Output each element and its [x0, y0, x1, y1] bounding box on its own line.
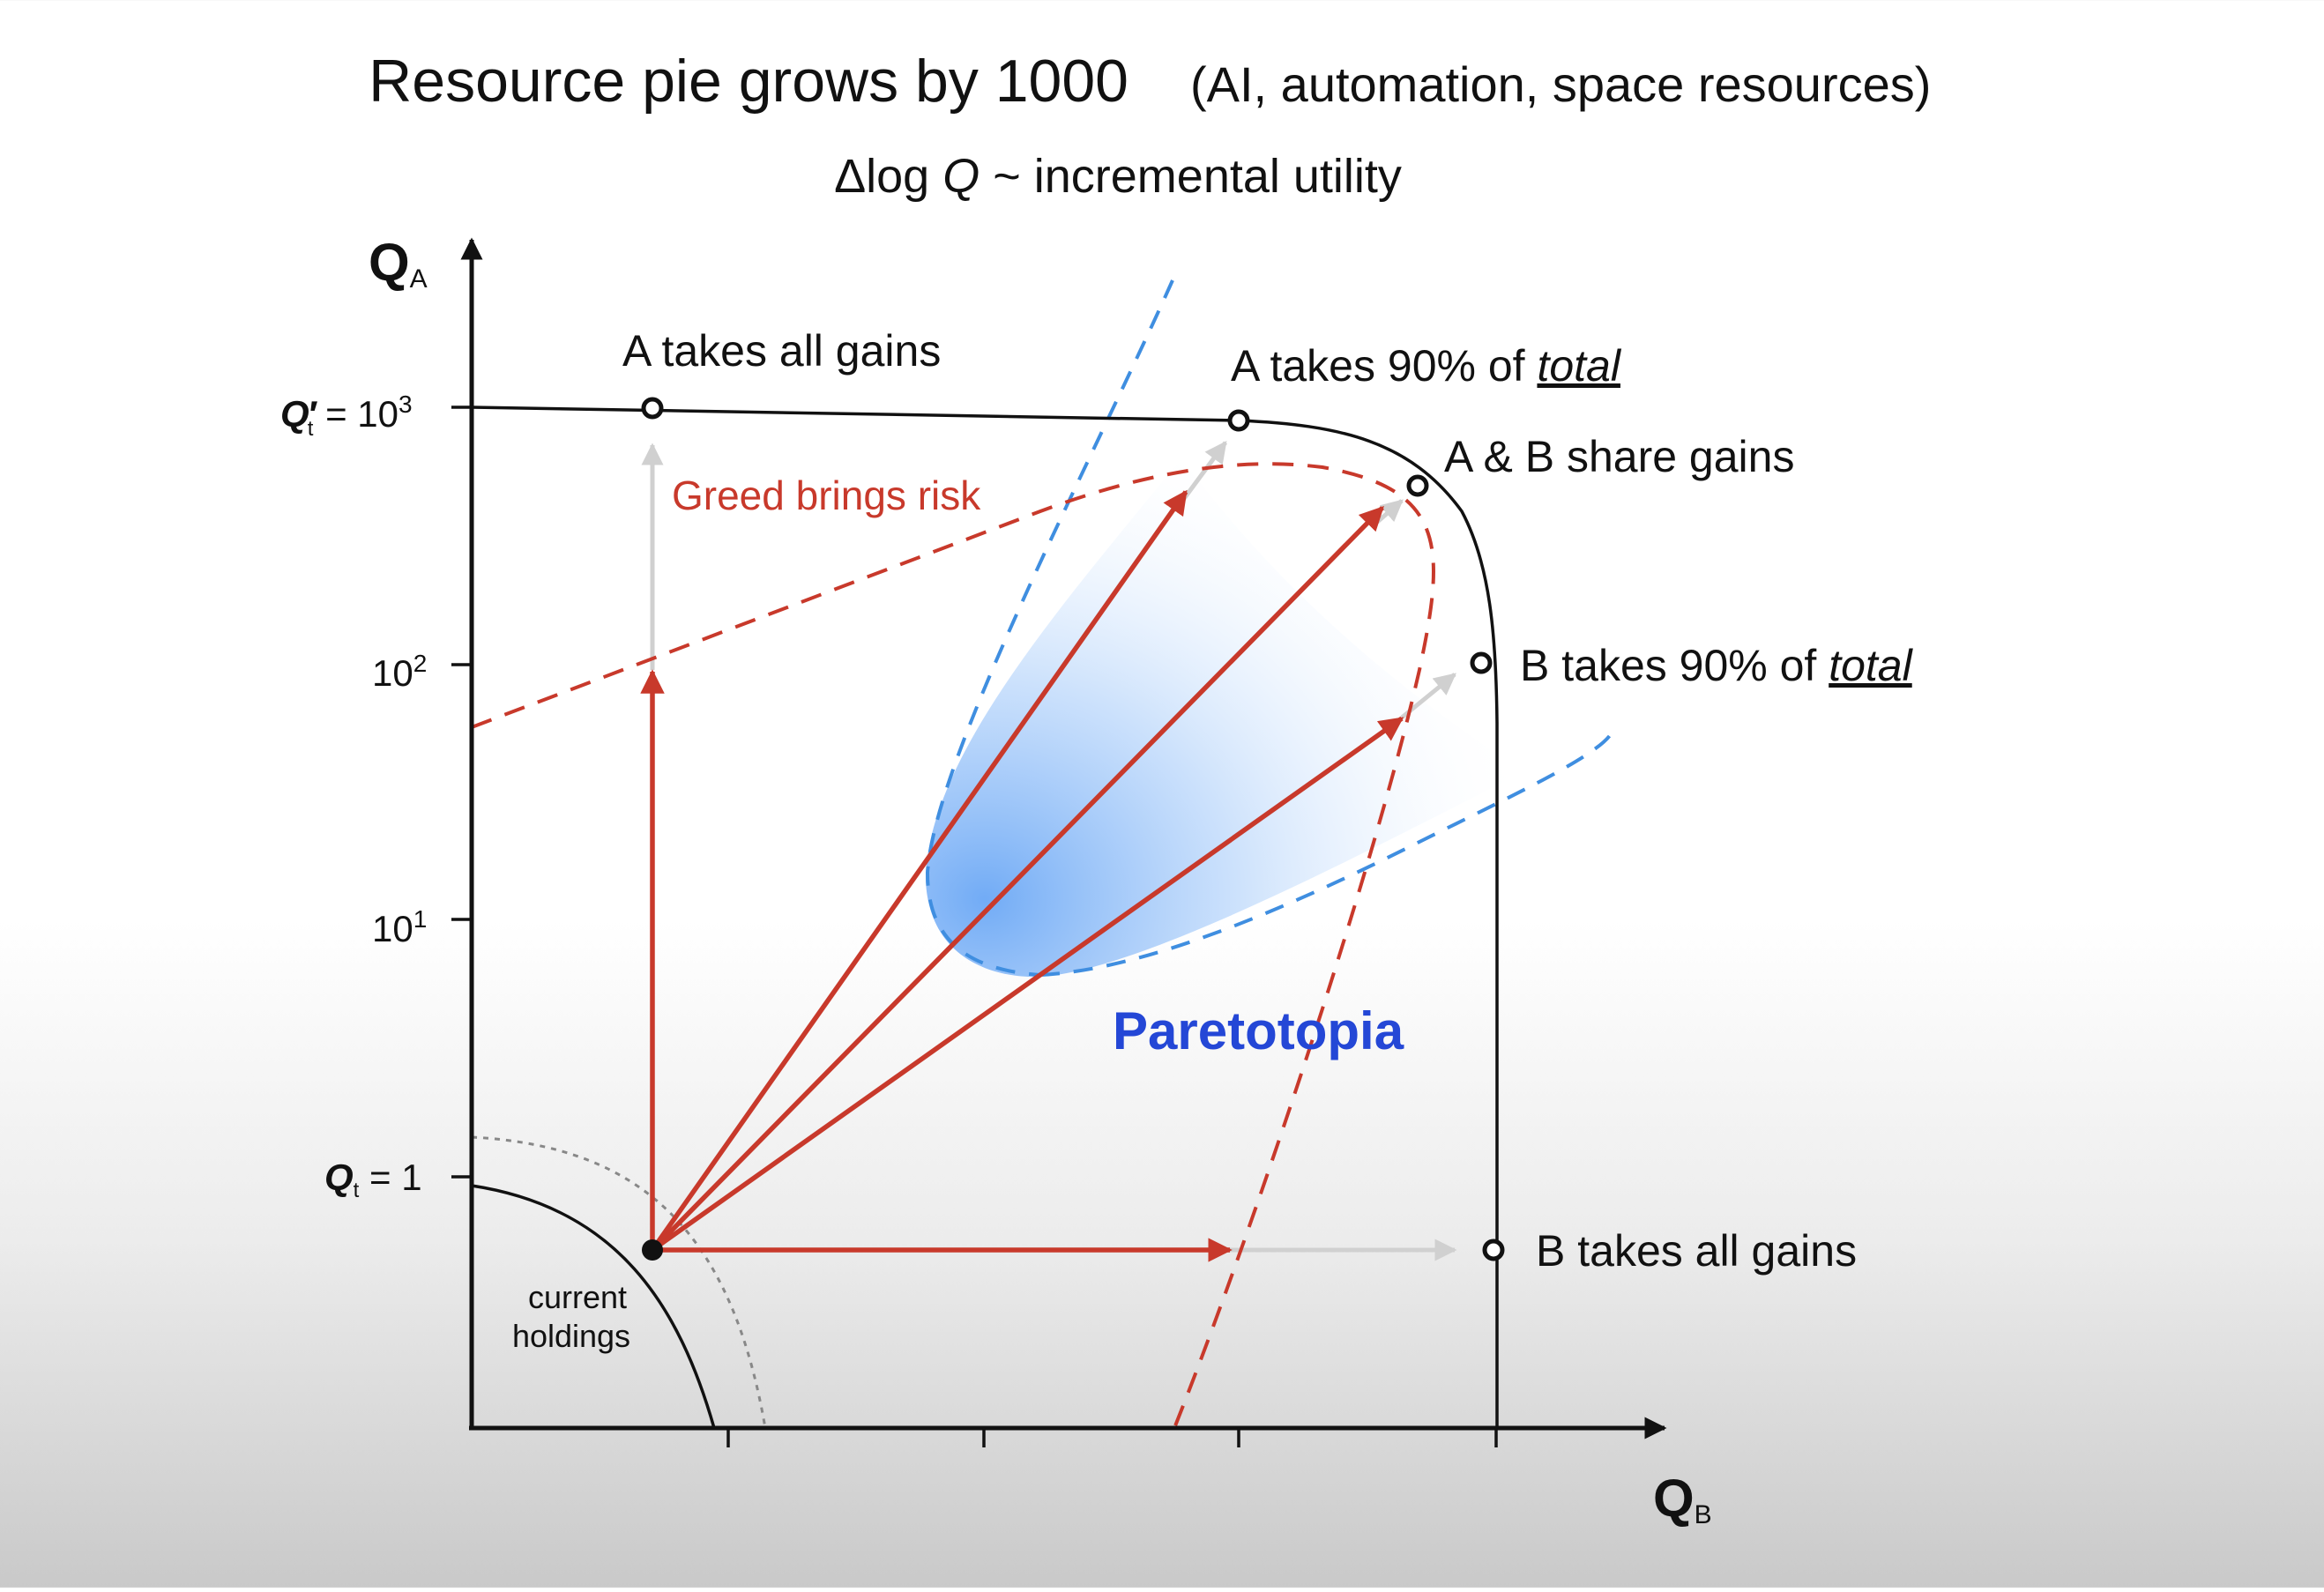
y-tick-label-1: Qt = 1 [324, 1157, 422, 1202]
red-arrow-b-90 [651, 716, 1404, 1253]
greed-dashed-curve [471, 462, 1435, 1433]
point-a-takes-90 [1227, 409, 1250, 432]
y-axis-label: QA [369, 233, 428, 294]
title-parenthetical: (AI, automation, space resources) [1190, 56, 1931, 112]
current-frontier-curve [471, 1184, 716, 1429]
point-share [1406, 474, 1429, 497]
label-share: A & B share gains [1444, 432, 1794, 481]
y-tick-label-10: 101 [372, 905, 427, 949]
outer-frontier-curve [471, 405, 1499, 1428]
blue-dashed-upper-line [925, 279, 1174, 977]
subtitle: Δlog Q ~ incremental utility [834, 150, 1402, 203]
y-tick-label-1000: Q′t = 103 [280, 391, 413, 441]
current-frontier-dotted-curve [471, 1135, 767, 1429]
paretotopia-region [926, 458, 1516, 978]
label-a-takes-90: A takes 90% of total [1231, 341, 1622, 391]
label-current-holdings: current holdings [512, 1279, 636, 1354]
gray-arrow-a-90 [1181, 440, 1228, 502]
blue-dashed-lower-line [1039, 726, 1615, 977]
red-arrow-share [651, 506, 1384, 1252]
point-b-takes-all [1482, 1239, 1505, 1261]
x-axis-label: QB [1653, 1469, 1712, 1529]
point-b-takes-90 [1470, 651, 1493, 674]
page-title: Resource pie grows by 1000 [369, 48, 1128, 115]
point-current-holdings [642, 1239, 663, 1261]
y-tick-label-100: 102 [372, 650, 427, 694]
label-b-takes-all: B takes all gains [1536, 1226, 1857, 1276]
label-paretotopia: Paretotopia [1113, 1001, 1404, 1060]
red-arrows [640, 489, 1404, 1262]
point-a-takes-all [641, 397, 664, 420]
label-greed: Greed brings risk [672, 472, 981, 518]
label-a-takes-all: A takes all gains [622, 326, 941, 376]
label-b-takes-90: B takes 90% of total [1520, 641, 1914, 690]
red-arrow-a-90 [650, 489, 1188, 1252]
